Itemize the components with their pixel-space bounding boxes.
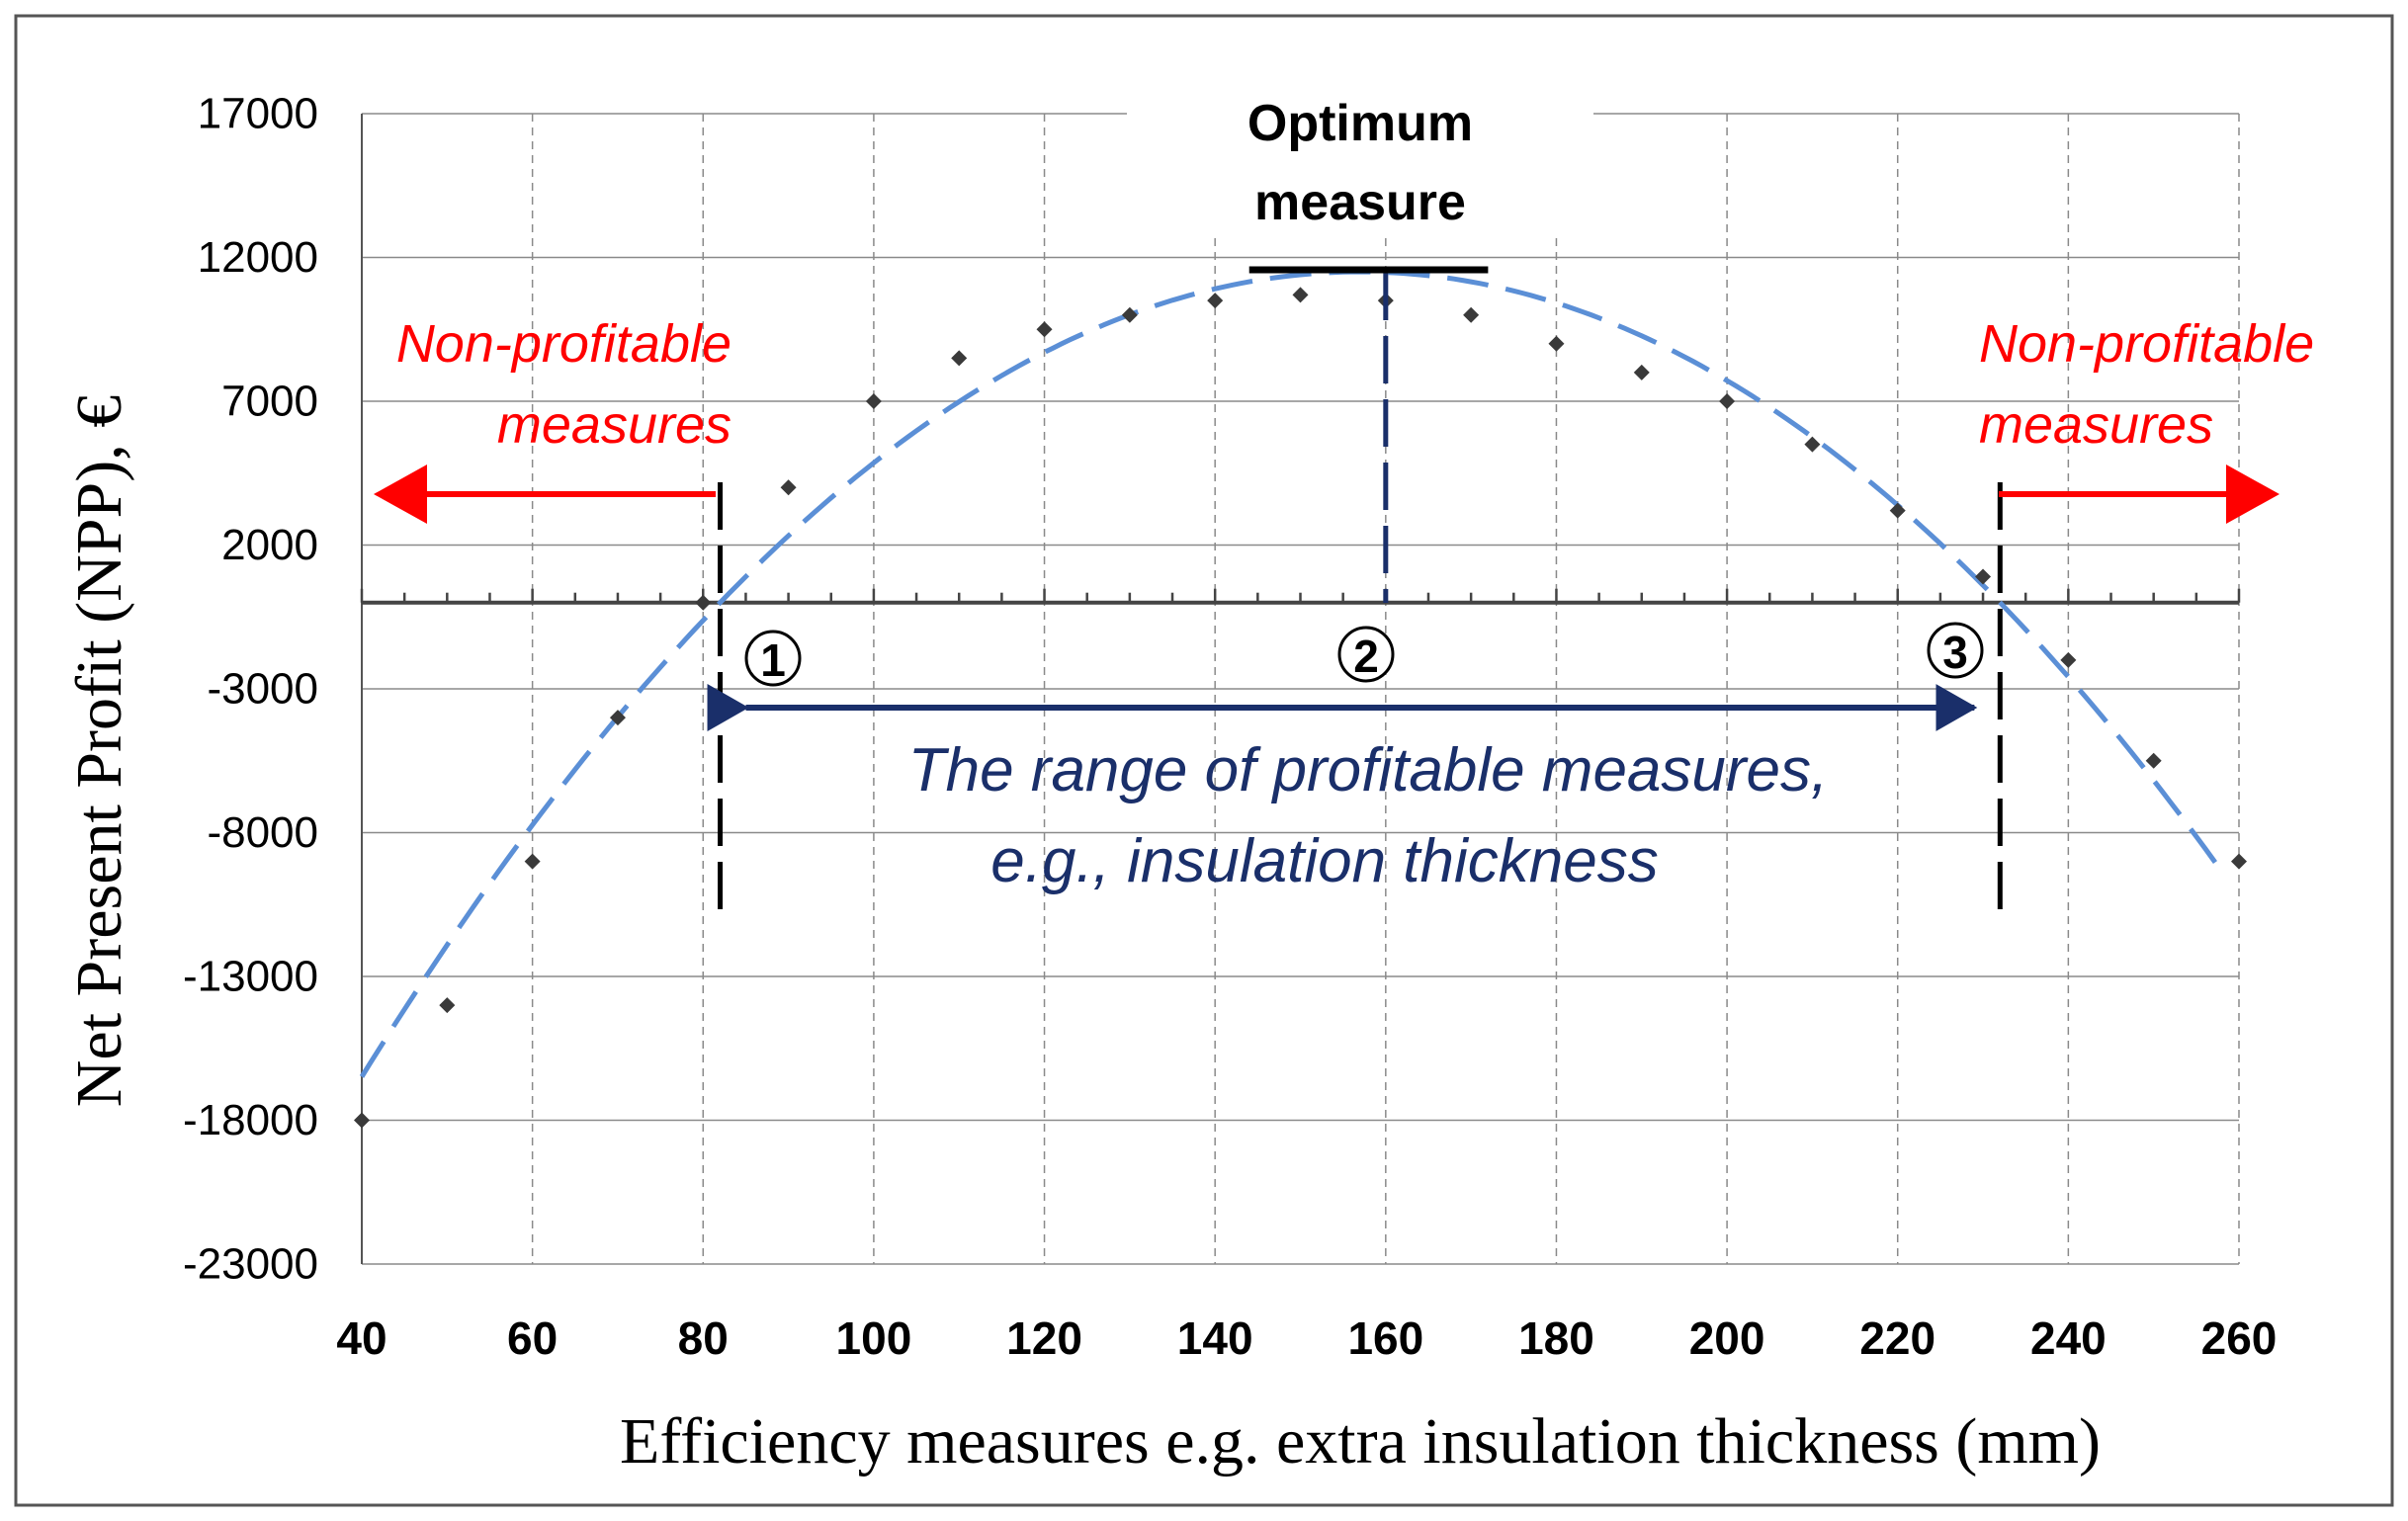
optimum-title-line1: Optimum (1247, 95, 1473, 152)
data-point (1292, 287, 1309, 303)
tick-labels: 17000 12000 7000 2000 -3000 -8000 -13000 -18000… (183, 90, 2277, 1365)
x-tick-label: 100 (836, 1312, 912, 1364)
optimum-title-backdrop (1127, 87, 1593, 237)
figure-border (14, 14, 2394, 1507)
y-tick-label: -18000 (183, 1096, 318, 1144)
x-tick-label: 200 (1689, 1312, 1765, 1364)
x-tick-label: 140 (1177, 1312, 1253, 1364)
marker-3-circle (1927, 622, 1984, 679)
left-label-line1: Non-profitable (396, 314, 731, 374)
data-point (1804, 436, 1821, 453)
y-tick-label: 12000 (198, 233, 318, 282)
annotations: 1 2 3 Optimum measure Non-profitable mea… (374, 95, 2314, 919)
data-point (951, 350, 968, 367)
y-tick-label: -13000 (183, 953, 318, 1001)
data-point (354, 1112, 370, 1129)
data-point (1633, 364, 1650, 380)
marker-1: 1 (744, 630, 802, 687)
marker-2-label: 2 (1353, 631, 1379, 682)
marker-1-label: 1 (760, 634, 786, 686)
y-tick-label: -23000 (183, 1240, 318, 1289)
x-tick-label: 220 (1859, 1312, 1935, 1364)
data-point (780, 479, 797, 496)
data-point (1207, 293, 1224, 309)
data-point (2231, 853, 2247, 870)
y-tick-label: -8000 (207, 808, 318, 857)
range-label-line2: e.g., insulation thickness (990, 827, 1659, 895)
x-tick-label: 180 (1518, 1312, 1594, 1364)
y-tick-label: 2000 (221, 521, 318, 569)
data-point (524, 853, 541, 870)
data-point (1463, 306, 1480, 323)
data-point (2145, 752, 2162, 769)
data-point (2060, 651, 2077, 668)
y-axis-title: Net Present Profit (NPP), € (63, 395, 135, 1107)
x-tick-label: 240 (2030, 1312, 2107, 1364)
marker-2: 2 (1337, 626, 1395, 683)
data-point (1889, 502, 1906, 519)
optimum-title-line2: measure (1254, 174, 1466, 231)
x-tick-label: 40 (336, 1312, 387, 1364)
marker-3-label: 3 (1942, 627, 1968, 678)
data-point (1548, 335, 1565, 352)
marker-2-circle (1337, 626, 1395, 683)
x-tick-label: 60 (507, 1312, 558, 1364)
data-point (609, 710, 626, 726)
data-point (1975, 568, 1992, 585)
right-label-line2: measures (1979, 395, 2213, 455)
data-point (439, 997, 456, 1014)
data-point (1036, 321, 1053, 338)
y-tick-label: 7000 (221, 378, 318, 426)
range-label-line1: The range of profitable measures, (908, 736, 1829, 804)
x-tick-label: 120 (1006, 1312, 1082, 1364)
marker-3: 3 (1927, 622, 1984, 679)
x-tick-label: 260 (2201, 1312, 2278, 1364)
data-point (1121, 306, 1138, 323)
data-points (354, 287, 2247, 1129)
x-tick-label: 160 (1347, 1312, 1423, 1364)
x-axis-title: Efficiency measures e.g. extra insulatio… (620, 1405, 2101, 1478)
data-point (865, 393, 882, 409)
data-point (695, 594, 712, 611)
marker-1-circle (744, 630, 802, 687)
y-tick-label: 17000 (198, 90, 318, 138)
trend-line (359, 269, 2224, 1078)
left-label-line2: measures (497, 395, 731, 455)
data-point (1719, 393, 1736, 409)
right-label-line1: Non-profitable (1979, 314, 2314, 374)
axes-layer (360, 114, 2241, 1264)
y-tick-label: -3000 (207, 665, 318, 714)
x-tick-label: 80 (678, 1312, 729, 1364)
